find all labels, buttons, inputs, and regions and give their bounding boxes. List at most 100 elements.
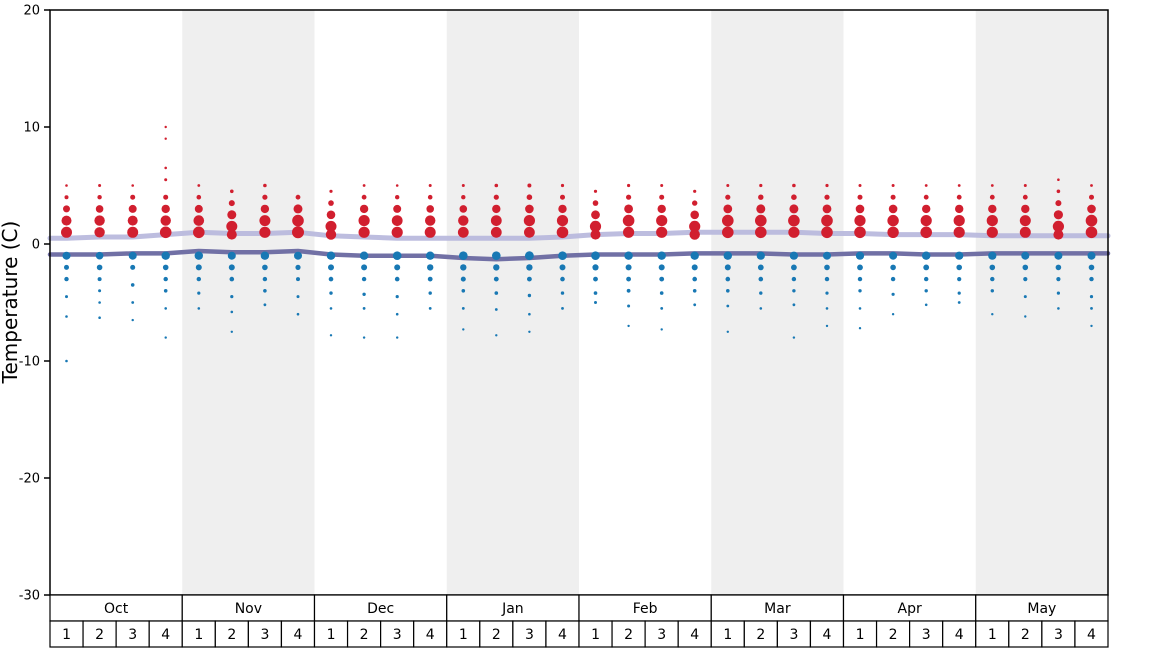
max-temp-dot xyxy=(1057,178,1060,181)
month-label: Dec xyxy=(367,601,394,617)
min-temp-dot xyxy=(626,276,631,282)
week-label: 2 xyxy=(360,627,369,643)
min-temp-dot xyxy=(659,291,664,295)
week-label: 1 xyxy=(591,627,600,643)
max-temp-dot xyxy=(560,194,565,200)
min-temp-dot xyxy=(690,251,699,260)
week-cell xyxy=(842,620,878,648)
max-temp-dot xyxy=(230,189,234,194)
min-temp-dot xyxy=(460,264,467,271)
week-label: 3 xyxy=(260,627,269,643)
max-temp-dot xyxy=(953,215,965,227)
max-temp-dot xyxy=(1085,214,1098,227)
min-temp-dot xyxy=(1087,251,1096,260)
max-temp-dot xyxy=(923,194,929,200)
month-label: Oct xyxy=(104,601,129,617)
week-cell xyxy=(512,620,547,648)
max-temp-dot xyxy=(263,183,267,188)
max-temp-dot xyxy=(1055,200,1062,207)
max-temp-dot xyxy=(755,226,767,239)
min-temp-dot xyxy=(756,251,765,260)
max-temp-dot xyxy=(558,204,567,214)
min-temp-dot xyxy=(326,251,336,260)
min-temp-dot xyxy=(162,264,169,271)
min-temp-dot xyxy=(659,276,665,282)
min-temp-dot xyxy=(890,276,896,282)
min-temp-dot xyxy=(791,264,797,271)
max-temp-dot xyxy=(196,194,202,200)
min-temp-dot xyxy=(328,276,334,282)
max-temp-dot xyxy=(426,205,435,213)
max-temp-dot xyxy=(197,184,201,187)
min-temp-dot xyxy=(891,313,895,316)
max-temp-dot xyxy=(524,226,535,238)
min-temp-dot xyxy=(1056,291,1060,295)
min-temp-dot xyxy=(891,292,895,296)
min-temp-dot xyxy=(130,264,136,270)
y-tick-label: 10 xyxy=(23,121,40,136)
min-temp-dot xyxy=(97,277,102,282)
min-temp-dot xyxy=(725,276,731,282)
max-temp-dot xyxy=(1019,215,1031,227)
week-label: 1 xyxy=(459,627,468,643)
min-temp-dot xyxy=(65,359,68,363)
max-temp-dot xyxy=(164,178,168,182)
max-temp-dot xyxy=(1053,210,1063,220)
min-temp-dot xyxy=(792,289,796,293)
max-temp-dot xyxy=(660,184,664,187)
min-temp-dot xyxy=(329,307,333,310)
max-temp-dot xyxy=(193,215,205,226)
week-label: 4 xyxy=(558,627,567,643)
min-temp-dot xyxy=(230,330,233,333)
max-temp-dot xyxy=(825,183,829,188)
week-cell xyxy=(380,620,415,648)
min-temp-dot xyxy=(494,308,498,311)
max-temp-dot xyxy=(990,184,994,187)
min-temp-dot xyxy=(527,276,532,282)
min-temp-dot xyxy=(726,289,730,293)
max-temp-dot xyxy=(955,204,964,214)
week-label: 3 xyxy=(922,627,931,643)
min-temp-dot xyxy=(890,264,896,271)
week-label: 2 xyxy=(492,627,501,643)
max-temp-dot xyxy=(226,229,237,240)
max-temp-dot xyxy=(329,189,333,193)
max-temp-dot xyxy=(857,194,863,200)
min-temp-dot xyxy=(855,251,865,260)
max-temp-dot xyxy=(326,210,336,220)
min-temp-dot xyxy=(492,251,501,260)
min-temp-dot xyxy=(759,291,763,295)
max-temp-dot xyxy=(490,215,502,227)
min-temp-dot xyxy=(955,251,964,260)
max-temp-dot xyxy=(428,184,432,187)
month-bands xyxy=(182,10,1108,595)
min-temp-dot xyxy=(593,291,598,295)
max-temp-dot xyxy=(161,204,170,214)
max-temp-dot xyxy=(854,226,866,239)
max-temp-dot xyxy=(627,183,631,188)
y-tick-label: 20 xyxy=(23,4,40,19)
max-temp-dot xyxy=(922,204,931,214)
min-temp-dot xyxy=(461,289,466,293)
max-temp-dot xyxy=(689,220,701,232)
min-temp-dot xyxy=(624,251,633,260)
min-temp-dot xyxy=(263,289,267,293)
max-temp-dot xyxy=(130,194,136,200)
max-temp-dot xyxy=(127,226,139,238)
max-temp-dot xyxy=(525,204,534,214)
min-temp-dot xyxy=(131,318,134,322)
week-cell xyxy=(346,620,382,648)
month-label: May xyxy=(1027,601,1056,617)
week-cell xyxy=(809,620,845,648)
max-temp-dot xyxy=(924,184,928,187)
max-temp-dot xyxy=(920,215,932,227)
min-temp-dot xyxy=(98,301,101,304)
min-temp-dot xyxy=(1021,251,1030,260)
min-temp-dot xyxy=(461,307,465,310)
min-temp-dot xyxy=(462,328,465,331)
max-temp-dot xyxy=(1085,226,1098,239)
max-temp-dot xyxy=(163,194,169,200)
max-temp-dot xyxy=(890,194,896,200)
month-week-axis: Oct Nov Dec Jan Feb Mar Apr May 1 2 3 4 1 2 3 4 1 2 3 4 1 2 3 4… xyxy=(49,594,1109,648)
min-temp-dot xyxy=(395,312,399,316)
